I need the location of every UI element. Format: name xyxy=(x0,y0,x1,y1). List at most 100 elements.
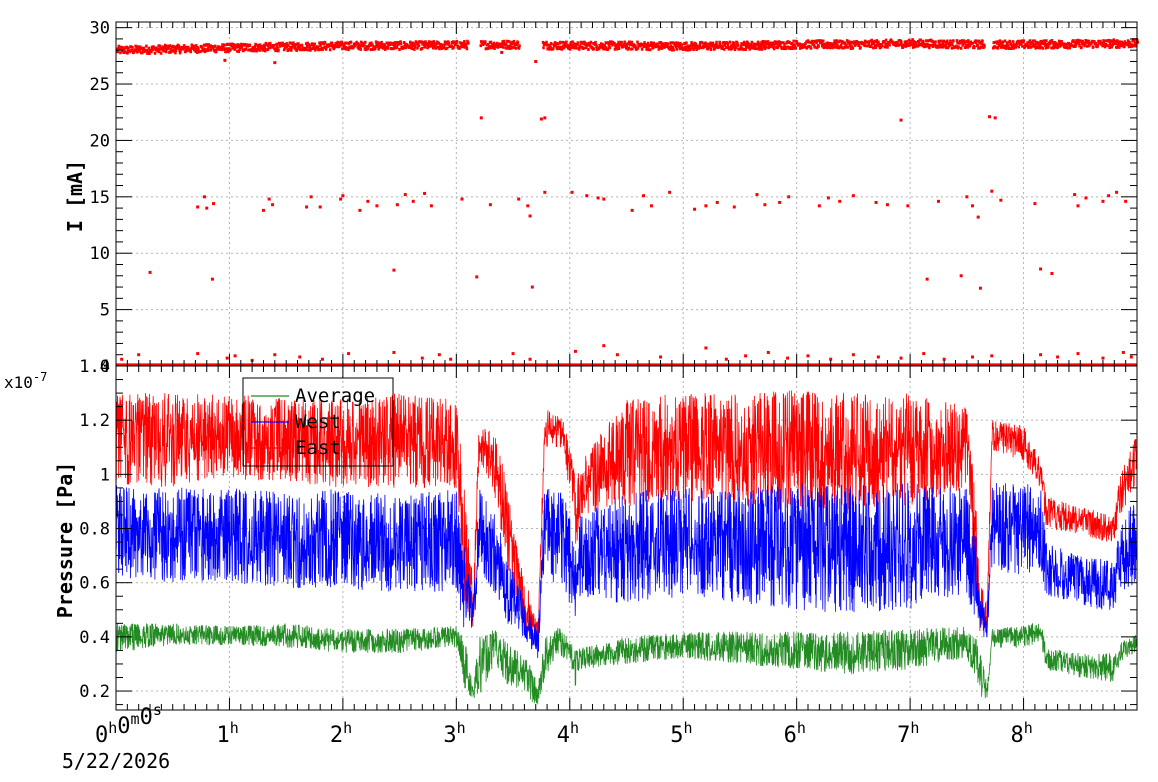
x-tick-label: 7h xyxy=(897,719,919,748)
current-point xyxy=(999,198,1003,202)
current-point xyxy=(137,353,141,357)
x-tick-value: 6 xyxy=(784,723,797,748)
current-y-axis-label: I [mA] xyxy=(63,160,87,232)
current-outlier-points xyxy=(120,50,1133,362)
current-point xyxy=(786,356,790,360)
current-point xyxy=(817,204,821,208)
current-point xyxy=(429,204,433,208)
current-point xyxy=(475,275,479,279)
current-point xyxy=(668,190,672,194)
current-point xyxy=(766,350,770,354)
current-point xyxy=(971,204,975,208)
y-tick-label: 1.2 xyxy=(79,411,110,431)
legend-label-average: Average xyxy=(295,385,375,407)
x-tick-label: 5h xyxy=(670,719,692,748)
current-point xyxy=(829,357,833,361)
current-point xyxy=(305,205,309,209)
current-point xyxy=(543,116,547,120)
current-point xyxy=(539,117,543,121)
current-point xyxy=(1084,196,1088,200)
current-point xyxy=(990,354,994,358)
current-point xyxy=(196,352,200,356)
current-point xyxy=(196,205,200,209)
current-point xyxy=(978,286,982,290)
current-point xyxy=(615,353,619,357)
current-point xyxy=(990,189,994,193)
current-point xyxy=(500,50,504,54)
current-point xyxy=(778,200,782,204)
current-point xyxy=(642,194,646,198)
x-tick-unit: h xyxy=(1024,719,1033,737)
x-tick-label: 4h xyxy=(557,719,579,748)
y-tick-label: 20 xyxy=(90,131,110,151)
x-tick-unit: h xyxy=(570,719,579,737)
x-tick-label: 1h xyxy=(216,719,238,748)
current-point xyxy=(715,200,719,204)
y-tick-label: 0.6 xyxy=(79,574,110,594)
current-point xyxy=(693,207,697,211)
current-point xyxy=(1039,267,1043,271)
current-point xyxy=(1033,202,1037,206)
current-x-ticks xyxy=(115,22,1138,366)
y-tick-label: 25 xyxy=(90,75,110,95)
current-point xyxy=(530,285,534,289)
pressure-legend: Average West East xyxy=(242,377,394,467)
y-tick-label: 10 xyxy=(90,244,110,264)
current-point xyxy=(876,355,880,359)
current-point xyxy=(309,195,313,199)
series-average-line xyxy=(115,623,1138,705)
current-point xyxy=(341,194,345,198)
x-tick-value: 7 xyxy=(897,723,910,748)
current-point xyxy=(528,214,532,218)
current-point xyxy=(1124,199,1128,203)
current-point xyxy=(755,193,759,197)
pressure-y-ticks: 0.2 0.4 0.6 0.8 1 1.2 1.4 xyxy=(79,357,1137,706)
current-point xyxy=(925,277,929,281)
current-point xyxy=(899,118,903,122)
current-point xyxy=(806,354,810,358)
current-point xyxy=(838,199,842,203)
x-tick-value: 1 xyxy=(216,723,229,748)
current-point xyxy=(874,200,878,204)
current-grid xyxy=(116,22,1137,366)
current-point xyxy=(724,357,728,361)
y-tick-label: 15 xyxy=(90,188,110,208)
pressure-panel: 0.20.40.60.811.21.4 Pressure [Pa] x10-7 … xyxy=(4,357,1138,711)
current-point xyxy=(993,116,997,120)
x-tick-value: 3 xyxy=(443,723,456,748)
current-point xyxy=(528,357,532,361)
current-point xyxy=(585,194,589,198)
current-point xyxy=(205,206,209,210)
exponent-base: x10 xyxy=(4,373,33,392)
current-point xyxy=(1039,353,1043,357)
current-point xyxy=(225,356,229,360)
current-point xyxy=(517,197,521,201)
x-tick-label: 8h xyxy=(1011,719,1033,748)
x-tick-value: 2 xyxy=(330,723,343,748)
current-point xyxy=(787,195,791,199)
current-point xyxy=(1101,199,1105,203)
current-point xyxy=(120,357,124,361)
current-point xyxy=(392,268,396,272)
current-point xyxy=(1129,355,1133,359)
x-tick-value: 0 xyxy=(95,723,108,748)
current-point xyxy=(1107,194,1111,198)
current-point xyxy=(273,61,277,65)
x-tick-unit: h xyxy=(797,719,806,737)
current-point xyxy=(298,355,302,359)
current-point xyxy=(899,356,903,360)
current-point xyxy=(210,277,214,281)
current-point xyxy=(411,199,415,203)
current-point xyxy=(959,274,963,278)
current-point xyxy=(1121,350,1125,354)
y-tick-label: 0.2 xyxy=(79,682,110,702)
y-tick-label: 0.8 xyxy=(79,520,110,540)
current-point xyxy=(885,203,889,207)
x-tick-unit: s xyxy=(153,701,162,719)
current-point xyxy=(649,204,653,208)
current-point xyxy=(988,115,992,119)
date-label: 5/22/2026 xyxy=(62,749,170,773)
x-tick-unit: h xyxy=(343,719,352,737)
current-point xyxy=(420,356,424,360)
